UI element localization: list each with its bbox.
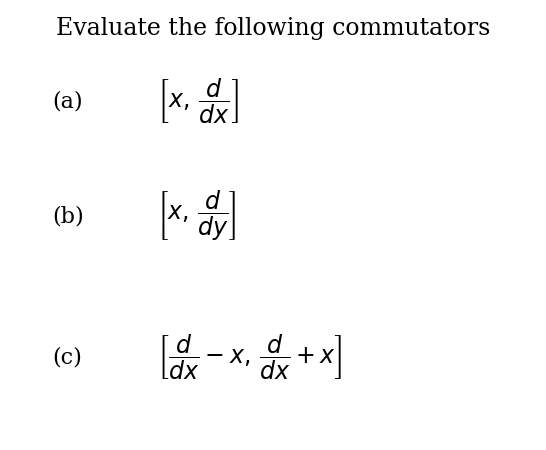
Text: $\left[x,\,\dfrac{d}{dy}\right]$: $\left[x,\,\dfrac{d}{dy}\right]$ <box>157 189 237 243</box>
Text: $\left[x,\,\dfrac{d}{dx}\right]$: $\left[x,\,\dfrac{d}{dx}\right]$ <box>157 76 239 126</box>
Text: $\left[\dfrac{d}{dx}-x,\,\dfrac{d}{dx}+x\right]$: $\left[\dfrac{d}{dx}-x,\,\dfrac{d}{dx}+x… <box>157 333 343 382</box>
Text: (c): (c) <box>52 346 82 369</box>
Text: (a): (a) <box>52 90 82 112</box>
Text: (b): (b) <box>52 205 84 227</box>
Text: Evaluate the following commutators: Evaluate the following commutators <box>56 18 490 40</box>
